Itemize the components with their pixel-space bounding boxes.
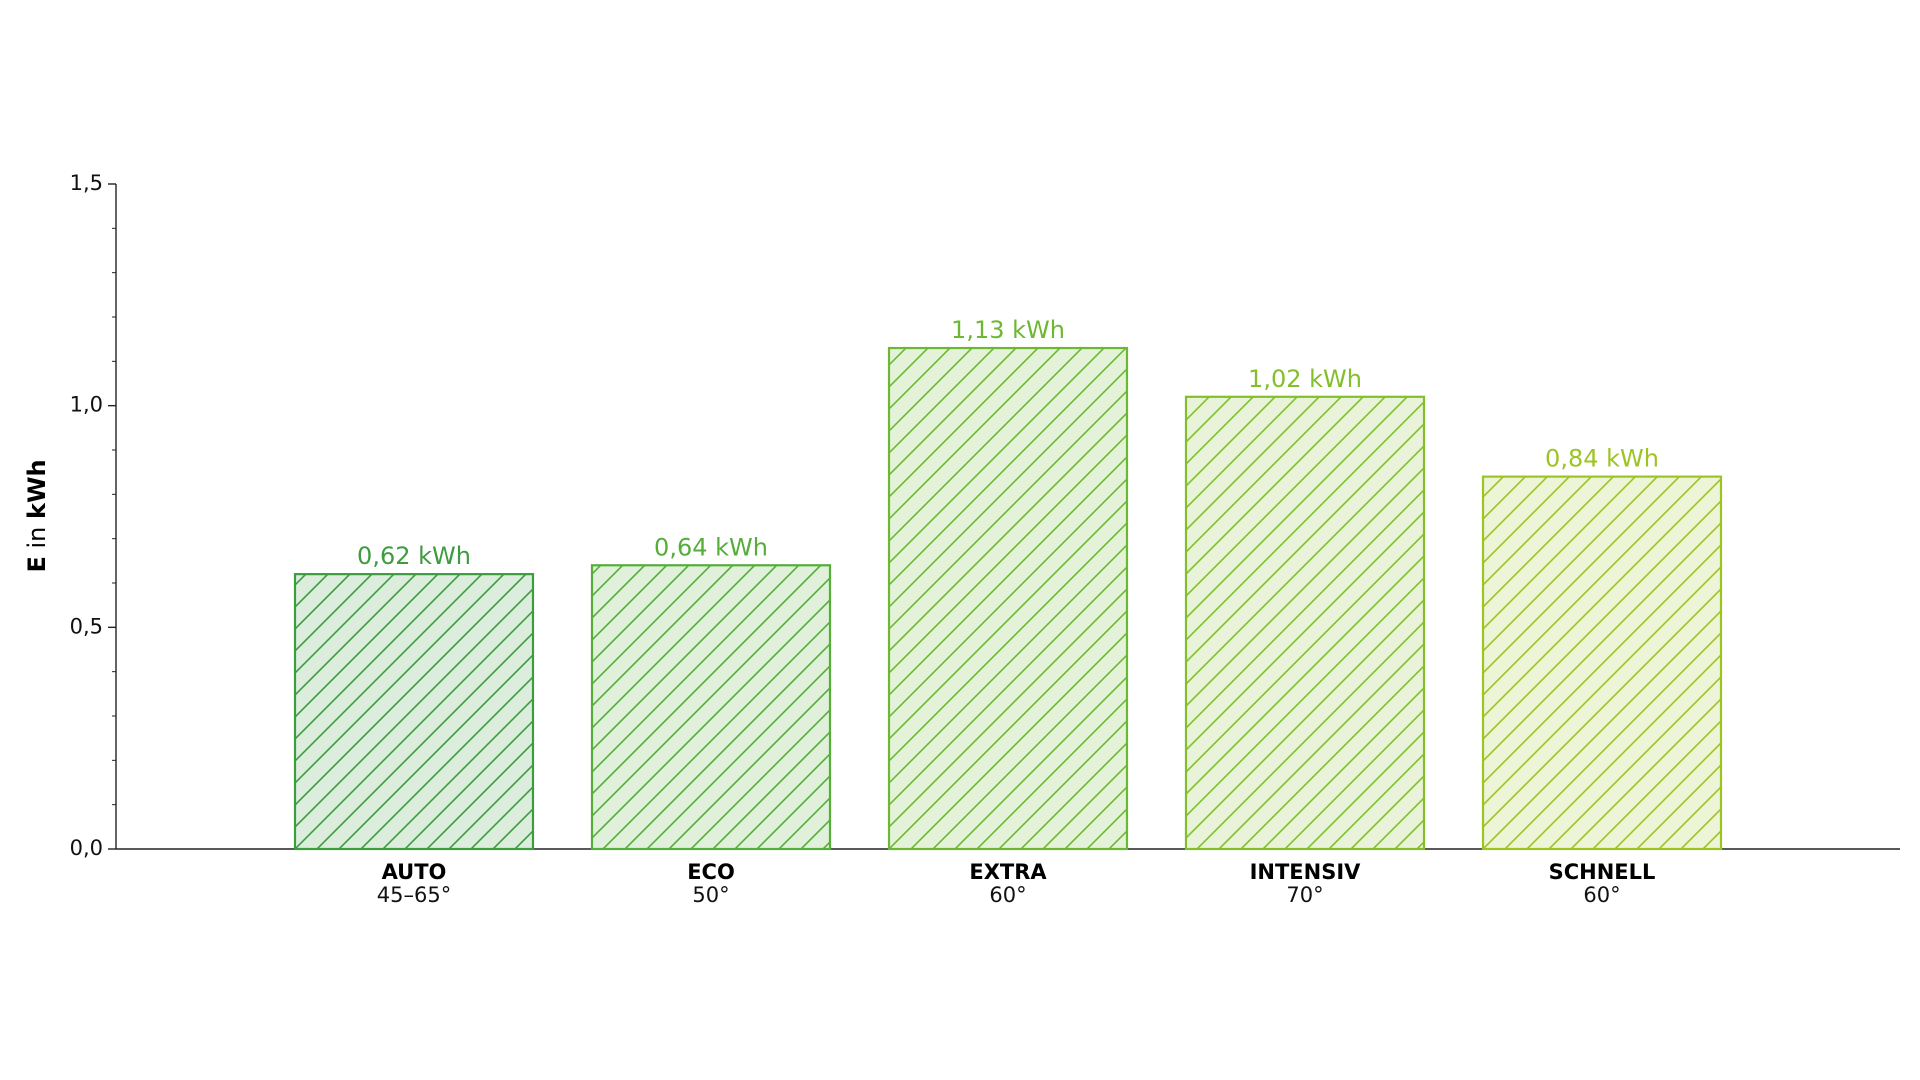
y-tick-label: 0,5 <box>70 614 103 638</box>
y-label-symbol: E <box>23 556 51 572</box>
value-label: 0,62 kWh <box>357 542 471 570</box>
x-tick-label: INTENSIV <box>1250 860 1362 884</box>
bar <box>293 573 535 851</box>
value-label: 1,13 kWh <box>951 316 1065 344</box>
x-tick-detail: 70° <box>1286 883 1323 907</box>
value-label: 0,64 kWh <box>654 533 768 561</box>
x-tick-label: ECO <box>687 860 735 884</box>
x-tick-label: AUTO <box>382 860 447 884</box>
bar <box>590 564 832 851</box>
y-axis-label: E in kWh <box>23 459 51 572</box>
bar <box>1184 395 1426 851</box>
x-tick-label: SCHNELL <box>1549 860 1656 884</box>
bar <box>887 346 1129 851</box>
y-label-connector: in <box>23 527 51 549</box>
x-tick-label: EXTRA <box>969 860 1047 884</box>
y-tick-label: 1,0 <box>70 393 103 417</box>
x-tick-detail: 60° <box>989 883 1026 907</box>
value-label: 1,02 kWh <box>1248 365 1362 393</box>
x-tick-detail: 45–65° <box>377 883 451 907</box>
bar <box>1481 475 1723 851</box>
y-label-unit: kWh <box>23 459 51 519</box>
y-tick-label: 0,0 <box>70 836 103 860</box>
x-tick-detail: 50° <box>692 883 729 907</box>
value-label: 0,84 kWh <box>1545 445 1659 473</box>
x-tick-detail: 60° <box>1583 883 1620 907</box>
y-tick-label: 1,5 <box>70 171 103 195</box>
